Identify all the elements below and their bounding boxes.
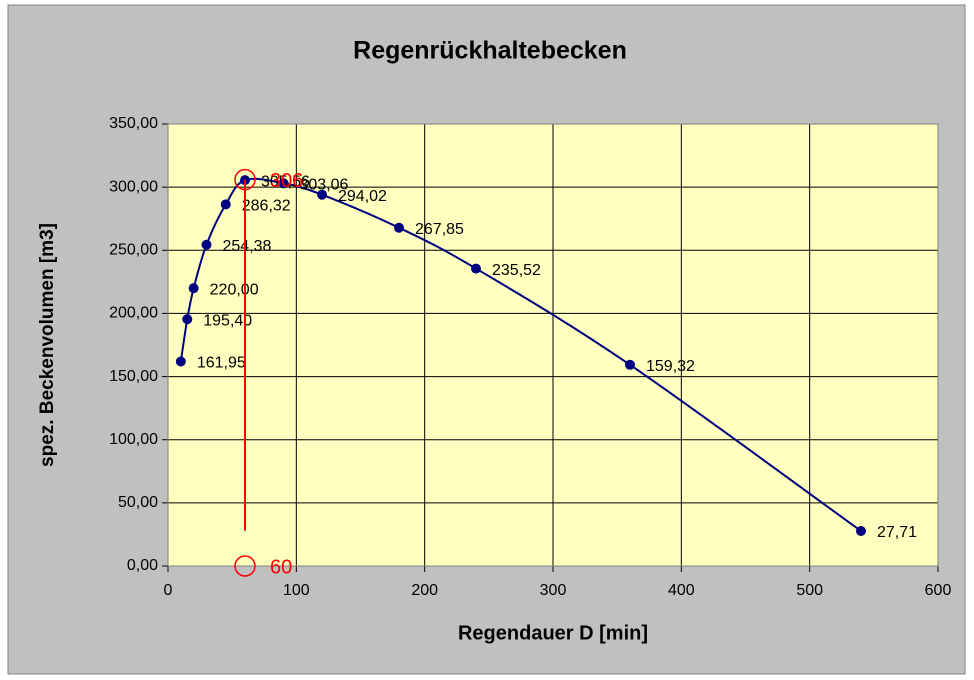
- y-axis-title: spez. Beckenvolumen [m3]: [37, 223, 58, 467]
- x-tick-label: 100: [283, 582, 310, 599]
- data-label: 286,32: [242, 198, 291, 215]
- annotation-marker: [234, 555, 256, 577]
- data-label: 27,71: [877, 524, 917, 541]
- data-point: [278, 178, 289, 189]
- data-point: [394, 222, 404, 233]
- annotation-label: 306: [270, 170, 303, 192]
- data-point: [625, 359, 635, 370]
- data-point: [175, 356, 186, 367]
- x-tick-label: 600: [925, 582, 952, 599]
- y-tick-label: 0,00: [127, 557, 158, 574]
- data-label: 220,00: [210, 281, 259, 298]
- data-point: [182, 314, 193, 325]
- data-label: 267,85: [415, 221, 464, 238]
- y-tick-label: 350,00: [109, 115, 158, 132]
- y-tick-label: 150,00: [109, 368, 158, 385]
- annotation-marker: [234, 168, 256, 191]
- data-label: 303,06: [300, 176, 349, 193]
- x-tick-label: 200: [411, 582, 438, 599]
- y-tick-label: 250,00: [109, 242, 158, 259]
- data-label: 235,52: [492, 262, 541, 279]
- data-point: [317, 189, 327, 200]
- data-point: [220, 199, 231, 210]
- plot-border: [167, 123, 939, 567]
- data-label: 254,38: [223, 238, 272, 255]
- x-tick-label: 400: [668, 582, 695, 599]
- x-tick-label: 300: [540, 582, 567, 599]
- data-point: [471, 263, 481, 274]
- chart-title: Regenrückhaltebecken: [353, 37, 627, 65]
- x-tick-label: 500: [796, 582, 823, 599]
- y-tick-label: 50,00: [118, 494, 158, 511]
- data-point: [856, 526, 866, 537]
- data-label: 294,02: [338, 188, 387, 205]
- y-tick-label: 300,00: [109, 178, 158, 195]
- annotation-label: 60: [270, 556, 292, 578]
- y-tick-label: 200,00: [109, 305, 158, 322]
- data-label: 161,95: [197, 355, 246, 372]
- y-tick-label: 100,00: [109, 431, 158, 448]
- x-axis-title: Regendauer D [min]: [458, 622, 648, 644]
- data-label: 195,40: [203, 312, 252, 329]
- data-point: [188, 283, 199, 294]
- data-point: [201, 239, 212, 250]
- data-label: 159,32: [646, 358, 695, 375]
- x-tick-label: 0: [164, 582, 173, 599]
